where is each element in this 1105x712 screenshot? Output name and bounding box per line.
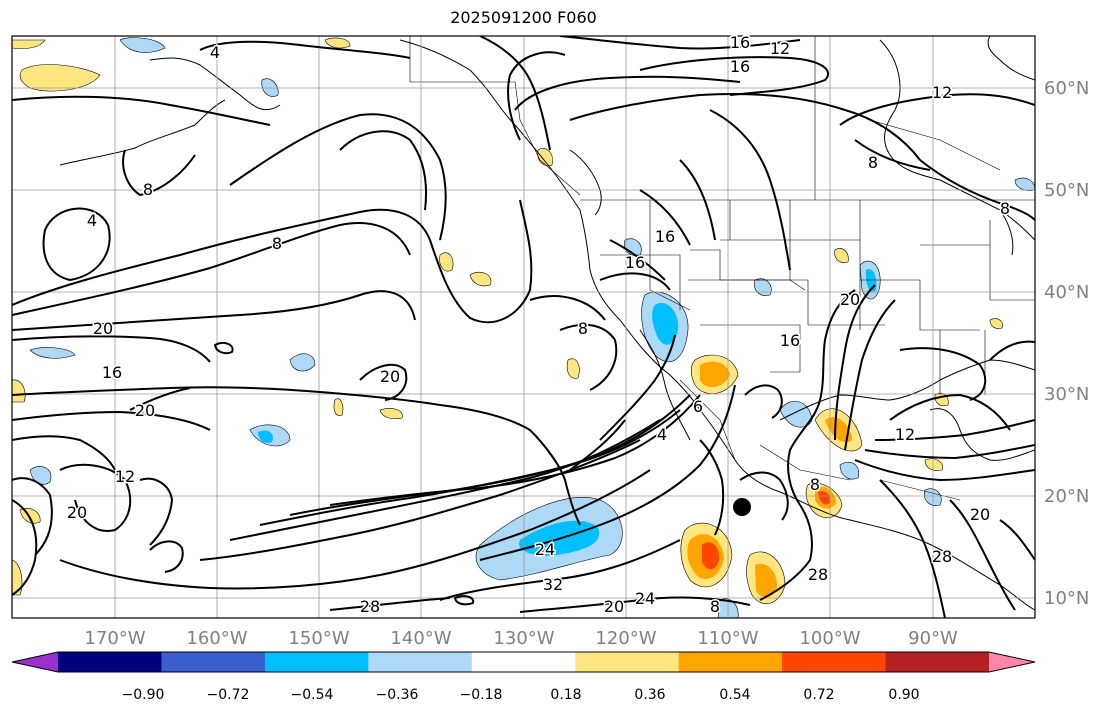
colorbar: −0.90 −0.72 −0.54 −0.36 −0.18 0.18 0.36 …: [11, 651, 1036, 703]
contour-label: 12: [115, 467, 135, 486]
colorbar-extend-high: [989, 652, 1035, 672]
contour-label: 4: [87, 211, 97, 230]
latitude-label: 50°N: [1044, 180, 1089, 201]
latitude-label: 10°N: [1044, 588, 1089, 609]
contour-label: 8: [272, 234, 282, 253]
colorbar-segment: [471, 652, 576, 672]
longitude-label: 130°W: [493, 628, 554, 649]
contour-label: 20: [67, 503, 87, 522]
colorbar-tick-label: −0.72: [207, 687, 250, 703]
contour-label: 8: [578, 319, 588, 338]
latitude-label: 60°N: [1044, 78, 1089, 99]
contour-label: 16: [625, 253, 645, 272]
longitude-axis-labels: 170°W 160°W 150°W 140°W 130°W 120°W 110°…: [84, 628, 958, 649]
map-frame: [11, 35, 1036, 619]
colorbar-segment: [782, 652, 887, 672]
contour-label: 32: [543, 575, 563, 594]
colorbar-tick-label: −0.54: [291, 687, 334, 703]
map-panel: [12, 36, 1035, 618]
longitude-label: 120°W: [595, 628, 656, 649]
colorbar-segment: [264, 652, 369, 672]
colorbar-tick-label: −0.90: [122, 687, 165, 703]
colorbar-segment: [678, 652, 783, 672]
latitude-label: 20°N: [1044, 486, 1089, 507]
storm-center-dot: [733, 498, 751, 516]
colorbar-segment: [885, 652, 990, 672]
contour-label: 20: [135, 401, 155, 420]
longitude-label: 160°W: [186, 628, 247, 649]
contour-label: 16: [655, 227, 675, 246]
contour-label: 4: [210, 43, 220, 62]
longitude-label: 140°W: [390, 628, 451, 649]
contour-label: 16: [730, 57, 750, 76]
colorbar-tick-label: 0.18: [550, 687, 581, 703]
colorbar-tick-label: 0.36: [634, 687, 665, 703]
contour-label: 24: [535, 540, 555, 559]
contour-label: 8: [710, 597, 720, 616]
colorbar-segment: [161, 652, 266, 672]
contour-label: 12: [932, 83, 952, 102]
contour-label: 28: [808, 565, 828, 584]
longitude-label: 90°W: [908, 628, 958, 649]
contour-label: 20: [840, 290, 860, 309]
latitude-axis-labels: 60°N 50°N 40°N 30°N 20°N 10°N: [1044, 78, 1089, 609]
colorbar-extend-low: [12, 652, 58, 672]
latitude-label: 40°N: [1044, 282, 1089, 303]
colorbar-ticks: −0.90 −0.72 −0.54 −0.36 −0.18 0.18 0.36 …: [122, 687, 920, 703]
colorbar-outline: [11, 651, 1036, 673]
colorbar-tick-label: −0.36: [376, 687, 419, 703]
contour-label-layer: 4 8 8 12 16 16 20 20 16 20 12 20 24 32 2…: [65, 32, 1011, 618]
longitude-label: 100°W: [799, 628, 860, 649]
contour-label: 16: [102, 363, 122, 382]
contour-label: 6: [693, 397, 703, 416]
contour-label: 20: [93, 319, 113, 338]
contour-lines: [12, 36, 1035, 618]
colorbar-segment: [575, 652, 680, 672]
contour-label: 16: [730, 33, 750, 52]
contour-label: 12: [895, 425, 915, 444]
colorbar-segments: [11, 651, 1036, 673]
longitude-label: 170°W: [84, 628, 145, 649]
contour-label: 8: [868, 153, 878, 172]
contour-label: 12: [770, 39, 790, 58]
map-title: 2025091200 F060: [450, 8, 597, 27]
contour-label: 28: [932, 547, 952, 566]
contour-label: 8: [1000, 199, 1010, 218]
longitude-label: 150°W: [288, 628, 349, 649]
contour-label: 8: [143, 180, 153, 199]
graticule: [12, 36, 1035, 618]
longitude-label: 110°W: [697, 628, 758, 649]
contour-label: 16: [780, 331, 800, 350]
contour-label: 20: [380, 367, 400, 386]
contour-label: 28: [360, 597, 380, 616]
contour-label: 24: [635, 589, 655, 608]
latitude-label: 30°N: [1044, 384, 1089, 405]
contour-label: 4: [657, 425, 667, 444]
colorbar-tick-label: 0.72: [803, 687, 834, 703]
positive-shading-high: [702, 491, 831, 570]
contour-label: 8: [810, 475, 820, 494]
colorbar-segment: [368, 652, 473, 672]
colorbar-segment: [58, 652, 162, 672]
contour-label: 20: [604, 597, 624, 616]
colorbar-tick-label: −0.18: [460, 687, 503, 703]
contour-label: 20: [970, 505, 990, 524]
colorbar-tick-label: 0.54: [719, 687, 750, 703]
colorbar-tick-label: 0.90: [888, 687, 919, 703]
